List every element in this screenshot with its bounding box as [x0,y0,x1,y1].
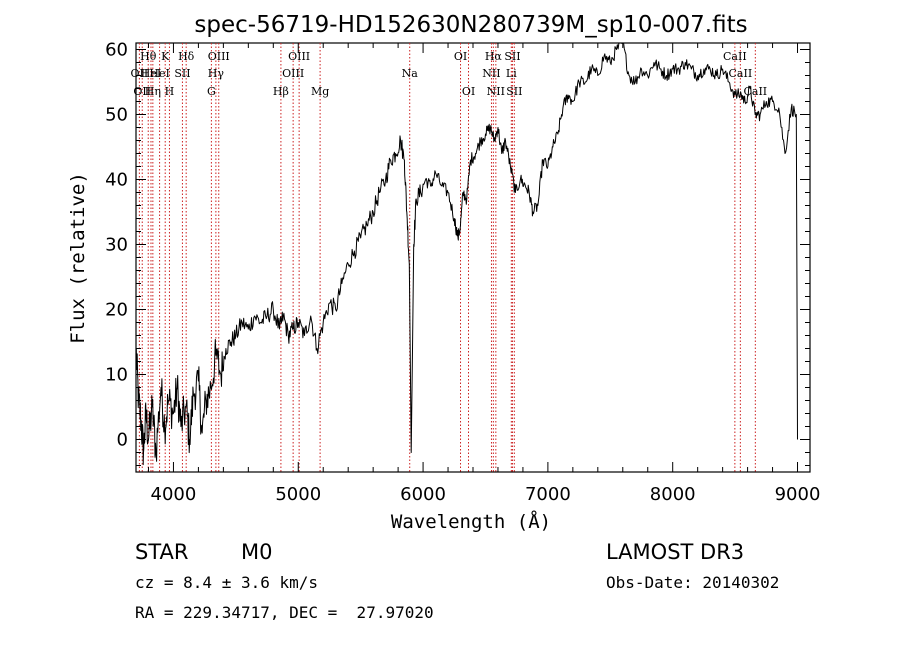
x-tick-label-0: 4000 [151,484,197,505]
x-axis-ticks: 4000 5000 6000 7000 8000 9000 [147,43,821,505]
x-tick-label-5: 9000 [775,484,821,505]
line-label-12: OIII [208,50,230,63]
y-tick-label-6: 60 [105,40,128,61]
x-axis-label: Wavelength (Å) [391,510,551,533]
line-label-4: Hη [145,85,161,98]
y-tick-label-0: 0 [117,430,128,451]
line-label-20: NII [482,67,500,80]
line-label-8: SII [174,67,190,80]
coordinates: RA = 229.34717, DEC = 27.97020 [135,603,434,622]
survey-name: LAMOST DR3 [606,540,745,564]
line-label-17: Na [402,67,419,80]
plot-frame [135,42,811,473]
line-label-11: Hγ [208,67,225,80]
y-axis-label: Flux (relative) [67,172,89,344]
y-tick-label-4: 40 [105,170,128,191]
line-label-27: CaII [729,67,753,80]
line-label-6: K [161,50,170,63]
spectrum-line [135,42,798,466]
line-label-23: Li [506,67,517,80]
line-label-26: CaII [723,50,747,63]
line-label-13: Hβ [273,85,289,98]
y-tick-label-5: 50 [105,105,128,126]
spectral-line-labels: OIIOIIHθHeIHηHeIKHSIIHδGHγOIIIHβOIIIOIII… [131,50,768,98]
y-tick-label-2: 20 [105,300,128,321]
line-label-19: OI [462,85,475,98]
chart-title: spec-56719-HD152630N280739M_sp10-007.fit… [194,12,747,38]
x-tick-label-3: 7000 [525,484,571,505]
line-label-16: Mg [311,85,329,98]
line-label-7: H [165,85,175,98]
x-tick-label-2: 6000 [400,484,446,505]
obs-date: Obs-Date: 20140302 [606,573,780,592]
line-label-21: Hα [485,50,503,63]
x-tick-label-4: 8000 [650,484,696,505]
y-axis-ticks: 0 10 20 30 40 50 60 [105,40,810,466]
line-label-5: HeI [149,67,169,80]
line-label-0: OII [131,67,149,80]
x-tick-label-1: 5000 [275,484,321,505]
line-label-18: OI [454,50,467,63]
line-label-9: Hδ [178,50,195,63]
line-label-24: SII [504,50,520,63]
line-label-3: HeI [141,67,161,80]
line-label-22: NII [487,85,505,98]
line-label-2: Hθ [140,50,157,63]
line-label-25: SII [506,85,522,98]
line-label-28: CaII [743,85,767,98]
y-tick-label-3: 30 [105,235,128,256]
object-subclass: M0 [241,540,273,564]
y-tick-label-1: 10 [105,365,128,386]
line-label-14: OIII [282,67,304,80]
object-class: STAR [135,540,189,564]
line-label-10: G [207,85,216,98]
line-label-15: OIII [288,50,310,63]
spectrum-chart: spec-56719-HD152630N280739M_sp10-007.fit… [67,12,821,533]
spectral-line-markers [138,43,756,472]
redshift-text: cz = 8.4 ± 3.6 km/s [135,573,319,592]
